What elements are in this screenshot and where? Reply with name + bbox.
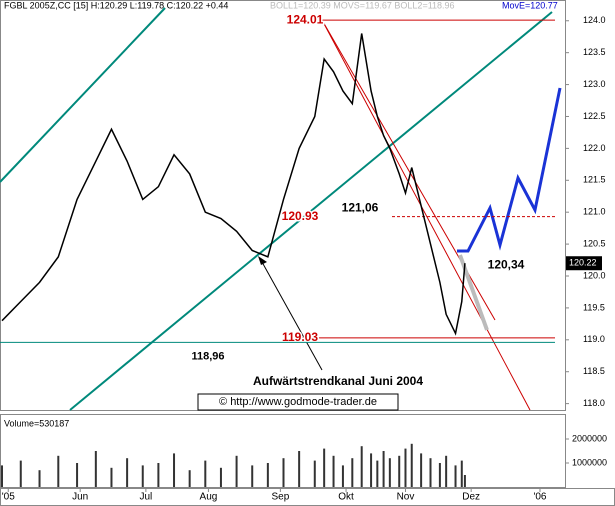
volume-bar <box>420 453 423 487</box>
x-tick-label: '06 <box>533 492 546 503</box>
y-tick-label: 118.0 <box>583 398 605 408</box>
volume-bar <box>410 443 413 487</box>
annotation: 124.01 <box>287 12 324 26</box>
y-tick-label: 118.5 <box>583 366 605 376</box>
y-tick-label: 123.5 <box>583 47 606 57</box>
volume-bar <box>351 458 354 487</box>
subtitle: BOLL1=120.39 MOVS=119.67 BOLL2=118.96 <box>270 0 455 10</box>
indicator-label: MovE=120.77 <box>502 0 558 10</box>
annotation: 120,34 <box>488 257 525 271</box>
volume-bar <box>94 451 97 487</box>
copyright-box <box>197 393 399 411</box>
y-tick-label: 120.0 <box>583 270 606 280</box>
volume-bar <box>1 465 3 487</box>
annotation: 121,06 <box>342 201 379 215</box>
x-tick-label: Jul <box>139 492 152 503</box>
volume-bar <box>266 463 269 487</box>
trend-channel <box>69 11 553 411</box>
volume-bar <box>460 460 463 487</box>
x-tick-label: Dez <box>462 492 480 503</box>
y-tick-label: 120.5 <box>583 238 606 248</box>
x-tick-label: Nov <box>397 492 415 503</box>
volume-bar <box>382 451 385 487</box>
x-tick-label: Sep <box>271 492 289 503</box>
x-tick-label: Aug <box>200 492 218 503</box>
volume-bar <box>454 465 457 487</box>
volume-bar <box>332 455 335 487</box>
trend-channel <box>0 7 166 183</box>
volume-bar <box>110 467 113 487</box>
y-tick-label: 122.0 <box>583 143 606 153</box>
volume-bar <box>323 448 326 487</box>
x-tick-label: '05 <box>2 492 15 503</box>
volume-bar <box>157 463 160 487</box>
y-tick-label: 122.5 <box>583 111 606 121</box>
annotation: © http://www.godmode-trader.de <box>219 396 377 408</box>
x-axis-panel <box>0 488 615 506</box>
x-tick-label: Okt <box>338 492 354 503</box>
y-tick-label: 119.0 <box>583 334 605 344</box>
volume-bar <box>126 458 129 487</box>
trend-line <box>321 19 531 411</box>
volume-bar <box>19 460 22 487</box>
volume-bar <box>219 467 222 487</box>
y-tick-label: 124.0 <box>583 15 606 25</box>
volume-bar <box>76 463 79 487</box>
forecast <box>457 87 562 253</box>
volume-bar <box>404 448 407 487</box>
volume-bar <box>463 475 466 487</box>
y-tick-label: 1000000 <box>572 457 607 467</box>
volume-bar <box>282 458 285 487</box>
price-panel <box>0 0 566 411</box>
volume-bar <box>235 455 238 487</box>
volume-bar <box>398 455 401 487</box>
volume-bar <box>188 470 191 487</box>
volume-bar <box>360 446 363 487</box>
volume-bar <box>388 458 391 487</box>
volume-bar <box>204 460 207 487</box>
volume-bar <box>57 455 60 487</box>
volume-bar <box>173 453 176 487</box>
volume-bar <box>141 465 144 487</box>
annotation: 119.03 <box>282 330 318 344</box>
annotation: 118,96 <box>191 350 224 362</box>
arrow-head <box>258 256 267 265</box>
volume-bar <box>370 453 373 487</box>
y-tick-label: 119.5 <box>583 302 605 312</box>
volume-bar <box>298 451 301 487</box>
y-tick-label: 121.5 <box>583 175 606 185</box>
chart-title: FGBL 2005Z,CC [15] H:120.29 L:119.78 C:1… <box>4 0 228 10</box>
arrow <box>261 261 323 371</box>
volume-bar <box>38 470 41 487</box>
volume-bar <box>313 460 316 487</box>
annotation: Aufwärtstrendkanal Juni 2004 <box>253 374 423 388</box>
volume-title: Volume=530187 <box>4 418 69 428</box>
price-tag <box>566 256 602 271</box>
volume-bar <box>251 465 254 487</box>
y-tick-label: 121.0 <box>583 207 606 217</box>
y-tick-label: 123.0 <box>583 79 606 89</box>
price-line <box>1 33 466 336</box>
y-tick-label: 2000000 <box>572 433 607 443</box>
price-tag-label: 120.22 <box>569 258 597 268</box>
annotation: 120.93 <box>282 209 319 223</box>
volume-bar <box>438 463 441 487</box>
volume-bar <box>445 455 448 487</box>
volume-bar <box>341 465 344 487</box>
volume-bar <box>376 460 379 487</box>
x-tick-label: Jun <box>72 492 88 503</box>
volume-bar <box>429 458 432 487</box>
